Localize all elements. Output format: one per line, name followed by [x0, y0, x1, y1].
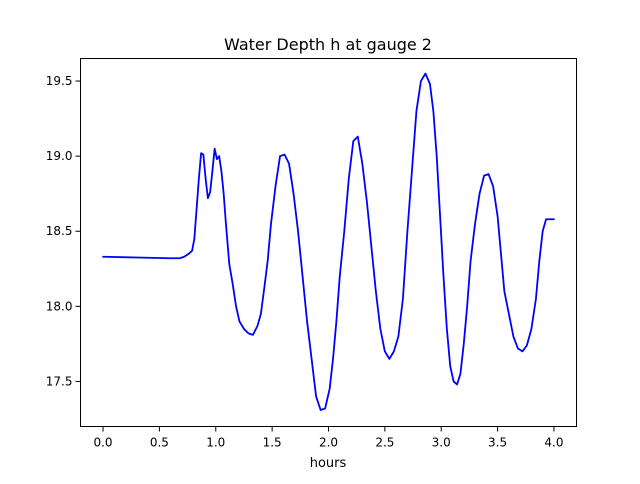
x-tick-label: 3.5 — [488, 436, 507, 450]
axis-ticks: 0.0 0.5 1.0 1.5 2.0 2.5 3.0 3.5 4.0 17.5 18.0 18.5 1… — [46, 74, 564, 449]
x-tick-label: 0.5 — [150, 436, 169, 450]
x-tick-label: 0.0 — [93, 436, 112, 450]
series-line-1 — [102, 72, 555, 411]
x-tick-label: 3.0 — [432, 436, 451, 450]
axes-frame — [80, 58, 577, 427]
y-tick-label: 18.5 — [46, 224, 73, 238]
chart-title: Water Depth h at gauge 2 — [224, 35, 432, 54]
x-tick-label: 4.0 — [544, 436, 563, 450]
y-tick-label: 19.5 — [46, 74, 73, 88]
x-tick-label: 2.5 — [375, 436, 394, 450]
plot-area — [102, 72, 555, 411]
x-axis-label: hours — [310, 456, 347, 471]
y-tick-label: 17.5 — [46, 374, 73, 388]
x-tick-label: 1.0 — [206, 436, 225, 450]
y-tick-label: 18.0 — [46, 299, 73, 313]
x-tick-label: 2.0 — [319, 436, 338, 450]
y-tick-label: 19.0 — [46, 149, 73, 163]
x-tick-label: 1.5 — [263, 436, 282, 450]
